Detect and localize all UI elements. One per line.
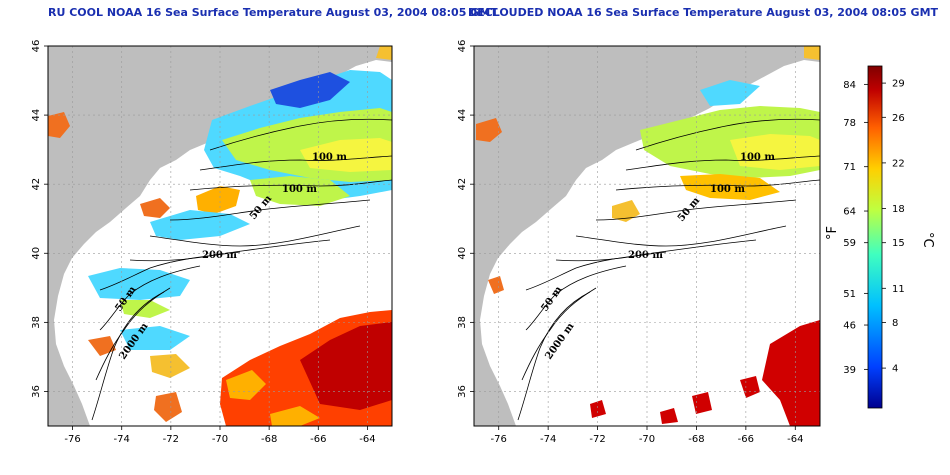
celsius-tick-label: 15 [892, 238, 905, 249]
fahrenheit-tick-label: 71 [843, 162, 856, 173]
right-contour-label-1: 100 m [740, 152, 775, 163]
lat-tick-label: 44 [457, 109, 468, 122]
lon-tick-label: -76 [491, 434, 507, 445]
lon-tick-label: -74 [540, 434, 556, 445]
lat-tick-label: 46 [457, 40, 468, 53]
right-sst-gulfstream [762, 320, 820, 426]
celsius-tick-label: 11 [892, 284, 905, 295]
celsius-unit: °C [920, 232, 935, 248]
celsius-tick-label: 4 [892, 364, 898, 375]
right-contour-label-4: 200 m [628, 250, 663, 261]
fahrenheit-tick-label: 46 [843, 321, 856, 332]
right-map-title: DECLOUDED NOAA 16 Sea Surface Temperatur… [468, 6, 939, 19]
lat-tick-label: 42 [457, 178, 468, 191]
celsius-tick-label: 8 [892, 318, 898, 329]
lon-tick-label: -68 [261, 434, 277, 445]
lon-tick-label: -64 [359, 434, 375, 445]
fahrenheit-tick-label: 59 [843, 238, 856, 249]
right-land [474, 46, 820, 426]
fahrenheit-tick-label: 51 [843, 289, 856, 300]
lat-tick-label: 40 [457, 247, 468, 260]
left-map-panel: 100 m 100 m 50 m 200 m 50 m 2000 m -76 -7… [31, 40, 393, 445]
left-axis-ticks: -76 -74 -72 -70 -68 -66 -64 36 38 40 42 44 46 [31, 40, 376, 445]
lat-tick-label: 38 [457, 316, 468, 329]
fahrenheit-ticks: 84 78 71 64 59 51 46 39 [843, 80, 868, 376]
fahrenheit-tick-label: 39 [843, 365, 856, 376]
lon-tick-label: -68 [688, 434, 704, 445]
lat-tick-label: 40 [31, 247, 42, 260]
lon-tick-label: -72 [163, 434, 179, 445]
lon-tick-label: -72 [589, 434, 605, 445]
lat-tick-label: 38 [31, 316, 42, 329]
lon-tick-label: -70 [639, 434, 655, 445]
fahrenheit-tick-label: 64 [843, 207, 856, 218]
fahrenheit-unit: °F [825, 226, 840, 240]
right-map-panel: 100 m 100 m 50 m 200 m 50 m 2000 m -76 -7… [457, 40, 821, 445]
lat-tick-label: 36 [31, 385, 42, 398]
left-contour-label-4: 200 m [202, 250, 237, 261]
right-contour-label-2: 100 m [710, 184, 745, 195]
fahrenheit-tick-label: 84 [843, 80, 856, 91]
lat-tick-label: 36 [457, 385, 468, 398]
lon-tick-label: -74 [114, 434, 130, 445]
colorbar-gradient [867, 65, 883, 409]
lon-tick-label: -66 [738, 434, 754, 445]
left-map-title: RU COOL NOAA 16 Sea Surface Temperature … [48, 6, 498, 19]
left-contour-label-1: 100 m [312, 152, 347, 163]
lat-tick-label: 44 [31, 109, 42, 122]
lon-tick-label: -70 [212, 434, 228, 445]
right-gridlines [474, 45, 820, 426]
lon-tick-label: -76 [64, 434, 80, 445]
left-land [48, 46, 392, 426]
celsius-tick-label: 22 [892, 158, 905, 169]
celsius-ticks: 29 26 22 18 15 11 8 4 [882, 79, 905, 375]
lon-tick-label: -66 [310, 434, 326, 445]
celsius-tick-label: 29 [892, 79, 905, 90]
celsius-tick-label: 18 [892, 204, 905, 215]
fahrenheit-tick-label: 78 [843, 118, 856, 129]
celsius-tick-label: 26 [892, 113, 905, 124]
lat-tick-label: 42 [31, 178, 42, 191]
lon-tick-label: -64 [787, 434, 803, 445]
left-contour-label-2: 100 m [282, 184, 317, 195]
right-axis-ticks: -76 -74 -72 -70 -68 -66 -64 36 38 40 42 44 46 [457, 40, 803, 445]
lat-tick-label: 46 [31, 40, 42, 53]
